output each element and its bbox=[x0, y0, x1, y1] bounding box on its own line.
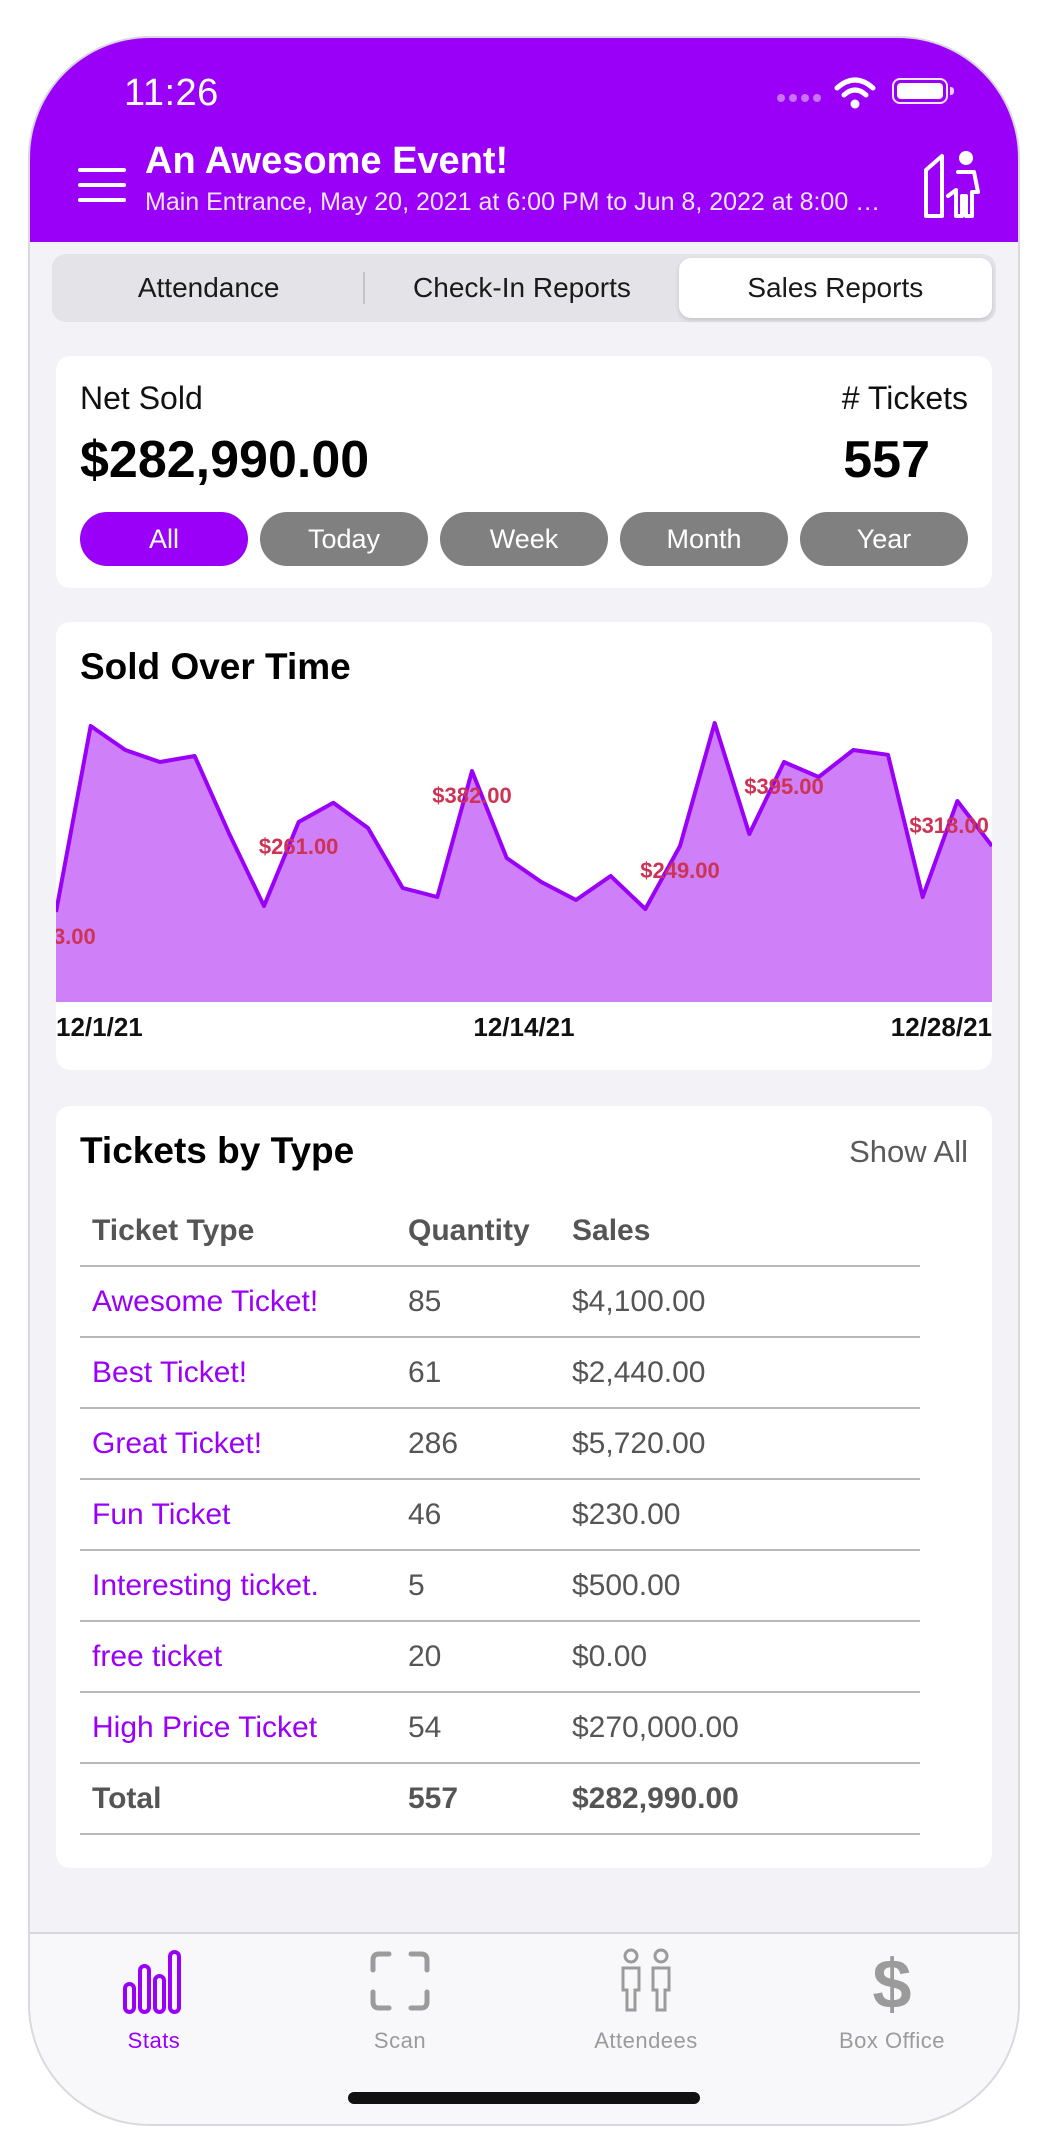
table-row[interactable]: Great Ticket! 286 $5,720.00 bbox=[80, 1409, 920, 1480]
quantity-cell: 54 bbox=[408, 1710, 442, 1744]
ticket-type-cell: Interesting ticket. bbox=[92, 1568, 319, 1602]
ticket-type-cell: High Price Ticket bbox=[92, 1710, 318, 1744]
total-quantity: 557 bbox=[408, 1781, 459, 1815]
event-subtitle: Main Entrance, May 20, 2021 at 6:00 PM t… bbox=[145, 188, 885, 216]
ticket-type-cell: Awesome Ticket! bbox=[92, 1284, 319, 1318]
tab-label: Box Office bbox=[838, 2028, 946, 2053]
person-turnstile-icon[interactable] bbox=[920, 148, 984, 218]
quantity-cell: 5 bbox=[408, 1568, 425, 1602]
table-row[interactable]: Best Ticket! 61 $2,440.00 bbox=[80, 1338, 920, 1409]
quantity-cell: 20 bbox=[408, 1639, 442, 1673]
filter-month-button[interactable]: Month bbox=[620, 512, 788, 566]
ticket-type-cell: free ticket bbox=[92, 1639, 223, 1673]
table-row[interactable]: High Price Ticket 54 $270,000.00 bbox=[80, 1693, 920, 1764]
table-header-row: Ticket Type Quantity Sales bbox=[80, 1196, 920, 1267]
table-row[interactable]: Interesting ticket. 5 $500.00 bbox=[80, 1551, 920, 1622]
tab-scan[interactable]: Scan bbox=[300, 1946, 500, 2054]
sales-cell: $230.00 bbox=[572, 1497, 681, 1531]
event-title: An Awesome Event! bbox=[145, 140, 509, 182]
quantity-cell: 286 bbox=[408, 1426, 459, 1460]
tab-check-in-reports[interactable]: Check-In Reports bbox=[413, 272, 631, 303]
data-label: $249.00 bbox=[640, 858, 720, 883]
show-all-button[interactable]: Show All bbox=[849, 1134, 968, 1169]
data-label: $318.00 bbox=[909, 813, 989, 838]
ticket-type-cell: Fun Ticket bbox=[92, 1497, 231, 1531]
battery-icon bbox=[892, 78, 954, 104]
total-sales: $282,990.00 bbox=[572, 1781, 739, 1815]
filter-year-button[interactable]: Year bbox=[800, 512, 968, 566]
tickets-by-type-card: Tickets by Type Show All Ticket Type Qua… bbox=[56, 1106, 992, 1868]
filter-all-button[interactable]: All bbox=[80, 512, 248, 566]
tab-label: Scan bbox=[373, 2028, 427, 2053]
column-header-quantity: Quantity bbox=[408, 1213, 530, 1247]
column-header-ticket-type: Ticket Type bbox=[92, 1213, 255, 1247]
report-segmented-control: Attendance Check-In Reports Sales Report… bbox=[52, 254, 996, 322]
sales-area-fill bbox=[56, 723, 992, 1002]
tickets-table: Ticket Type Quantity Sales Awesome Ticke… bbox=[80, 1196, 920, 1835]
net-sold-card: Net Sold $282,990.00 # Tickets 557 All T… bbox=[56, 356, 992, 588]
sales-cell: $500.00 bbox=[572, 1568, 681, 1602]
chart-title: Sold Over Time bbox=[80, 646, 351, 687]
table-row[interactable]: Awesome Ticket! 85 $4,100.00 bbox=[80, 1267, 920, 1338]
ticket-type-cell: Great Ticket! bbox=[92, 1426, 263, 1460]
column-header-sales: Sales bbox=[572, 1213, 651, 1247]
wifi-icon bbox=[834, 77, 876, 109]
phone-screen: 11:26 An Awesome Event! Main Entrance, M… bbox=[30, 38, 1018, 2124]
sales-cell: $270,000.00 bbox=[572, 1710, 739, 1744]
total-label: Total bbox=[92, 1781, 162, 1815]
quantity-cell: 85 bbox=[408, 1284, 442, 1318]
dollar-icon: $ bbox=[873, 1946, 912, 2016]
tab-label: Attendees bbox=[594, 2028, 698, 2053]
x-tick-label: 12/28/21 bbox=[891, 1012, 992, 1042]
table-total-row: Total 557 $282,990.00 bbox=[80, 1764, 920, 1835]
data-label: $382.00 bbox=[432, 783, 512, 808]
hamburger-icon[interactable] bbox=[78, 168, 126, 202]
cellular-signal-icon bbox=[777, 94, 821, 102]
net-sold-value: $282,990.00 bbox=[80, 431, 370, 489]
sales-cell: $4,100.00 bbox=[572, 1284, 706, 1318]
tab-sales-reports[interactable]: Sales Reports bbox=[678, 258, 992, 318]
sales-cell: $2,440.00 bbox=[572, 1355, 706, 1389]
filter-week-button[interactable]: Week bbox=[440, 512, 608, 566]
scan-frame-icon bbox=[370, 1951, 430, 2011]
bar-chart-icon bbox=[123, 1950, 181, 2014]
tickets-value: 557 bbox=[843, 431, 930, 489]
home-indicator bbox=[348, 2092, 700, 2104]
x-tick-label: 12/1/21 bbox=[56, 1012, 143, 1042]
tab-attendees[interactable]: Attendees bbox=[546, 1946, 746, 2054]
sold-over-time-card: Sold Over Time $243.00 $261.00 $382.00 $249… bbox=[56, 622, 992, 1070]
tab-box-office[interactable]: $ Box Office bbox=[792, 1946, 992, 2054]
sold-over-time-chart: $243.00 $261.00 $382.00 $249.00 $395.00 $318.… bbox=[56, 721, 992, 1042]
net-sold-label: Net Sold bbox=[80, 380, 203, 416]
x-tick-label: 12/14/21 bbox=[473, 1012, 574, 1042]
tab-label: Stats bbox=[127, 2028, 181, 2053]
quantity-cell: 61 bbox=[408, 1355, 442, 1389]
data-label: $261.00 bbox=[259, 834, 339, 859]
app-header: 11:26 An Awesome Event! Main Entrance, M… bbox=[30, 38, 1018, 242]
ticket-type-cell: Best Ticket! bbox=[92, 1355, 248, 1389]
data-label: $243.00 bbox=[56, 924, 96, 949]
table-row[interactable]: Fun Ticket 46 $230.00 bbox=[80, 1480, 920, 1551]
tab-stats[interactable]: Stats bbox=[54, 1946, 254, 2054]
table-row[interactable]: free ticket 20 $0.00 bbox=[80, 1622, 920, 1693]
data-label: $395.00 bbox=[744, 774, 824, 799]
svg-text:$: $ bbox=[873, 1946, 912, 2016]
sales-cell: $5,720.00 bbox=[572, 1426, 706, 1460]
period-filter: All Today Week Month Year bbox=[80, 512, 968, 566]
filter-today-button[interactable]: Today bbox=[260, 512, 428, 566]
status-time: 11:26 bbox=[124, 72, 219, 114]
sales-series-line bbox=[56, 721, 992, 913]
tickets-label: # Tickets bbox=[841, 380, 968, 416]
sales-cell: $0.00 bbox=[572, 1639, 648, 1673]
tab-attendance[interactable]: Attendance bbox=[52, 258, 366, 318]
tickets-by-type-title: Tickets by Type bbox=[80, 1130, 355, 1171]
quantity-cell: 46 bbox=[408, 1497, 442, 1531]
people-icon bbox=[621, 1948, 671, 2012]
